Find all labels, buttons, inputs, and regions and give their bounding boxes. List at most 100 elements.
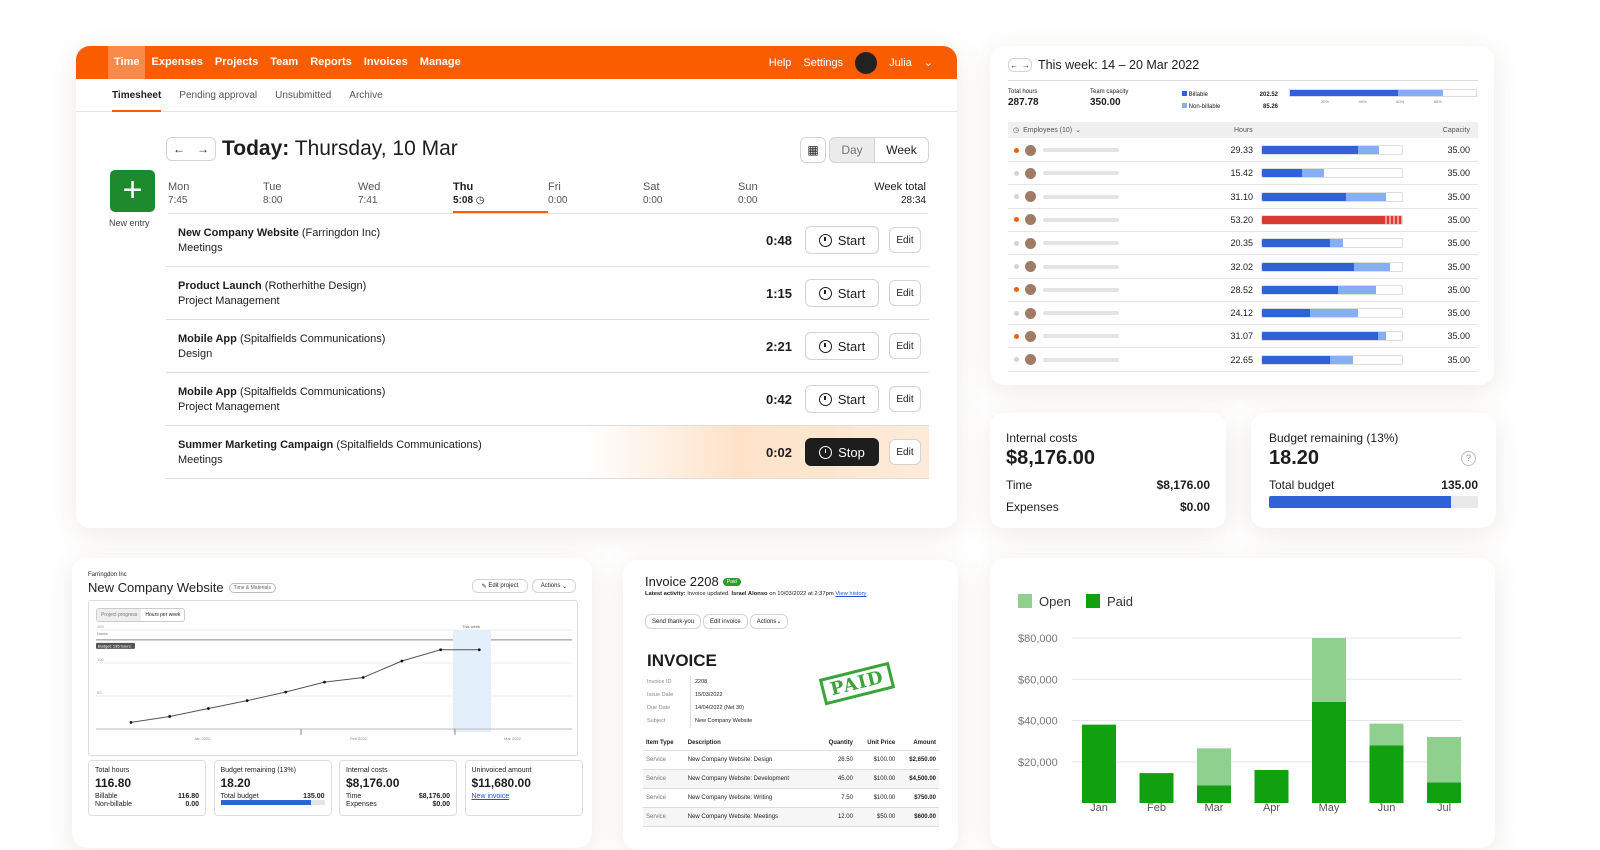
nav-projects[interactable]: Projects — [214, 56, 259, 68]
subtab-archive[interactable]: Archive — [349, 89, 383, 101]
internal-costs-card: Internal costs $8,176.00 Time $8,176.00 E… — [990, 413, 1226, 528]
chevron-down-icon[interactable]: ⌄ — [1075, 127, 1082, 134]
employee-capacity-bar — [1261, 308, 1403, 319]
day-tab-mon[interactable]: Mon 7:45 — [168, 180, 263, 213]
stop-timer-button[interactable]: Stop — [805, 438, 879, 466]
employee-row[interactable]: 29.33 35.00 — [1008, 139, 1478, 162]
actions-button[interactable]: Actions ⌄ — [532, 579, 576, 593]
invoice-heading: INVOICE — [647, 651, 717, 670]
start-timer-button[interactable]: Start — [805, 332, 879, 360]
week-total-label: Week total — [874, 181, 926, 193]
entry-duration: 0:02 — [765, 445, 792, 460]
day-hours: 0:00 — [643, 194, 738, 208]
day-hours: 7:45 — [168, 194, 263, 208]
total-hours: Total hours 287.78 — [1008, 89, 1039, 108]
employee-name-placeholder — [1043, 171, 1119, 176]
start-timer-button[interactable]: Start — [805, 226, 879, 254]
edit-entry-button[interactable]: Edit — [889, 280, 921, 306]
day-tab-tue[interactable]: Tue 8:00 — [263, 180, 358, 213]
edit-entry-button[interactable]: Edit — [889, 333, 921, 359]
nav-expenses[interactable]: Expenses — [151, 56, 203, 68]
avatar[interactable] — [855, 51, 878, 74]
new-entry-button[interactable]: + — [110, 170, 155, 212]
stat-row-label: Time — [346, 793, 362, 800]
employee-row[interactable]: 24.12 35.00 — [1008, 302, 1478, 326]
day-name: Fri — [548, 181, 561, 193]
day-tab-sun[interactable]: Sun 0:00 — [738, 180, 833, 213]
start-timer-button[interactable]: Start — [805, 385, 879, 413]
prev-arrow-icon[interactable]: ← — [1010, 60, 1018, 70]
day-tab-fri[interactable]: Fri 0:00 — [548, 180, 643, 213]
invoice-line-items: Item Type Description Quantity Unit Price Am… — [643, 736, 939, 827]
clock-icon — [818, 233, 832, 247]
day-tab-thu[interactable]: Thu 5:08 ◷ — [453, 180, 548, 213]
table-cell: 26.50 — [818, 750, 856, 770]
employee-row[interactable]: 53.20 35.00 — [1008, 209, 1478, 232]
column-header: Amount — [898, 736, 939, 751]
table-cell: 7.50 — [818, 788, 856, 808]
nav-reports[interactable]: Reports — [310, 56, 352, 68]
help-link[interactable]: Help — [768, 56, 792, 69]
edit-entry-button[interactable]: Edit — [889, 386, 921, 412]
day-tab-sat[interactable]: Sat 0:00 — [643, 180, 738, 213]
view-week-button[interactable]: Week — [874, 137, 929, 163]
table-cell: 12.00 — [818, 807, 856, 827]
employee-row[interactable]: 22.65 35.00 — [1008, 349, 1478, 372]
actions-button[interactable]: Actions ⌄ — [749, 614, 789, 629]
new-invoice-link[interactable]: New invoice — [471, 793, 510, 800]
nav-manage[interactable]: Manage — [419, 56, 461, 68]
employees-dropdown[interactable]: Employees (10) — [1023, 126, 1073, 134]
entry-duration: 0:48 — [765, 233, 792, 248]
employee-row[interactable]: 32.02 35.00 — [1008, 256, 1478, 279]
clock-icon — [818, 339, 832, 353]
employee-hours: 29.33 — [1230, 145, 1253, 155]
view-history-link[interactable]: View history — [835, 591, 867, 597]
employee-row[interactable]: 31.10 35.00 — [1008, 186, 1478, 209]
meta-value: 15/03/2022 — [695, 692, 723, 698]
employee-row[interactable]: 20.35 35.00 — [1008, 232, 1478, 256]
start-timer-button[interactable]: Start — [805, 279, 879, 307]
y-tick: $60,000 — [1018, 674, 1058, 686]
tab-project-progress[interactable]: Project progress — [97, 609, 142, 621]
table-cell: $100.00 — [855, 769, 899, 789]
stat-row: Time $8,176.00 — [346, 793, 450, 800]
y-tick: 50 — [97, 690, 102, 695]
prev-arrow-icon[interactable]: ← — [173, 142, 185, 156]
legend-swatch-paid — [1086, 594, 1100, 608]
employee-row[interactable]: 15.42 35.00 — [1008, 162, 1478, 186]
avatar — [1025, 167, 1036, 179]
user-menu[interactable]: Julia — [889, 56, 912, 69]
task-name: Design — [178, 348, 213, 360]
x-tick: May — [1319, 802, 1340, 814]
employee-row[interactable]: 31.07 35.00 — [1008, 325, 1478, 349]
help-icon[interactable]: ? — [1461, 451, 1476, 466]
timer-button-label: Start — [837, 391, 866, 407]
timer-button-label: Start — [837, 338, 866, 354]
employee-row[interactable]: 28.52 35.00 — [1008, 279, 1478, 302]
nav-team[interactable]: Team — [270, 56, 299, 68]
day-tab-wed[interactable]: Wed 7:41 — [358, 180, 453, 213]
next-arrow-icon[interactable]: → — [1022, 60, 1030, 70]
table-row: Service New Company Website: Design 26.50 $… — [643, 750, 939, 770]
edit-entry-button[interactable]: Edit — [889, 227, 921, 253]
chevron-down-icon[interactable]: ⌄ — [923, 57, 933, 69]
project-stat-card: Internal costs $8,176.00 Time $8,176.00 Expe… — [339, 760, 457, 816]
bar-paid-jun — [1369, 745, 1404, 803]
edit-project-button[interactable]: ✎ Edit project — [472, 579, 528, 593]
next-arrow-icon[interactable]: → — [197, 142, 209, 156]
tab-hours-per-week[interactable]: Hours per week — [145, 612, 181, 618]
progress-point — [323, 680, 326, 684]
send-thank-you-button[interactable]: Send thank-you — [645, 614, 702, 629]
invoice-meta-row: Subject New Company Website — [647, 715, 752, 728]
settings-link[interactable]: Settings — [803, 56, 844, 69]
subtab-timesheet[interactable]: Timesheet — [112, 79, 162, 112]
calendar-icon[interactable]: ▦ — [800, 137, 826, 163]
nav-time[interactable]: Time — [108, 46, 146, 79]
edit-entry-button[interactable]: Edit — [889, 439, 921, 465]
view-day-button[interactable]: Day — [829, 137, 875, 163]
this-week-label: This week — [462, 624, 480, 629]
subtab-unsubmitted[interactable]: Unsubmitted — [275, 89, 332, 101]
edit-invoice-button[interactable]: Edit invoice — [703, 614, 748, 629]
subtab-pending-approval[interactable]: Pending approval — [179, 89, 258, 101]
nav-invoices[interactable]: Invoices — [363, 56, 408, 68]
